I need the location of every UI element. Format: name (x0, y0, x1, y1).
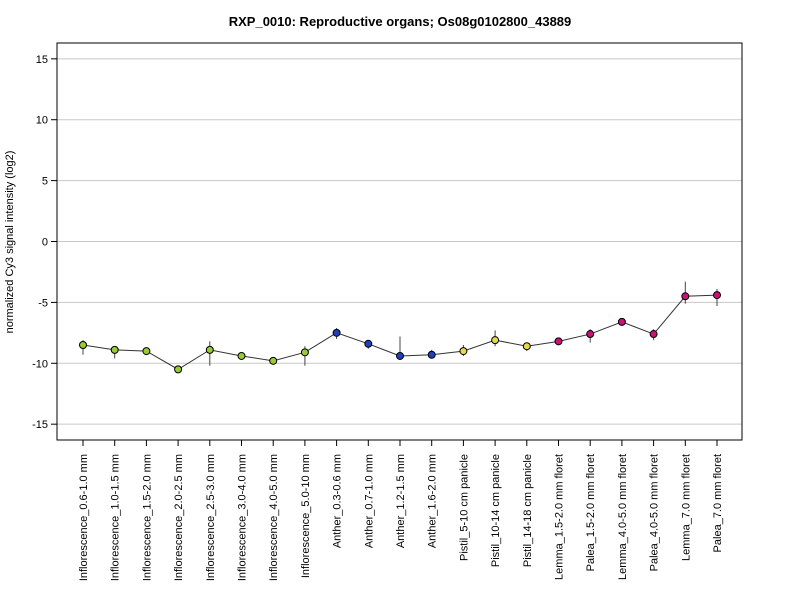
data-point (269, 356, 278, 365)
x-tick-label: Inflorescence_3.0-4.0 mm (237, 454, 249, 581)
x-tick-label: Palea_1.5-2.0 mm floret (585, 454, 597, 571)
x-tick-label: Lemma_1.5-2.0 mm floret (554, 454, 566, 580)
data-point (554, 337, 563, 346)
y-tick-label: 10 (36, 115, 48, 127)
x-tick-label: Palea_7.0 mm floret (712, 454, 724, 552)
data-point (459, 347, 468, 356)
y-axis: 15 10 5 0 -5 -10 -15 (32, 54, 57, 431)
data-point (681, 292, 690, 301)
x-tick-label: Anther_1.6-2.0 mm (427, 454, 439, 548)
data-point (205, 345, 214, 354)
gridlines (57, 58, 742, 425)
series-layer (79, 281, 721, 374)
x-axis: Inflorescence_0.6-1.0 mm Inflorescence_1.… (78, 440, 724, 581)
x-tick-label: Lemma_4.0-5.0 mm floret (617, 454, 629, 580)
y-tick-label: 0 (42, 237, 48, 249)
x-tick-label: Palea_4.0-5.0 mm floret (649, 454, 661, 571)
data-point (174, 365, 183, 374)
x-tick-label: Inflorescence_5.0-10 mm (300, 454, 312, 578)
x-tick-label: Pistil_10-14 cm panicle (490, 454, 502, 567)
data-point (364, 339, 373, 348)
data-point (649, 330, 658, 339)
x-tick-label: Anther_0.7-1.0 mm (363, 454, 375, 548)
x-tick-label: Inflorescence_2.0-2.5 mm (173, 454, 185, 581)
x-tick-label: Inflorescence_4.0-5.0 mm (268, 454, 280, 581)
y-tick-label: -15 (32, 419, 48, 431)
x-tick-label: Inflorescence_1.0-1.5 mm (110, 454, 122, 581)
data-point (522, 342, 531, 351)
data-point (142, 347, 151, 356)
data-point (300, 348, 309, 357)
x-tick-label: Pistil_5-10 cm panicle (458, 454, 470, 561)
x-tick-label: Inflorescence_2.5-3.0 mm (205, 454, 217, 581)
y-tick-label: 5 (42, 176, 48, 188)
data-point (427, 350, 436, 359)
data-point (79, 341, 87, 350)
y-tick-label: -5 (38, 297, 48, 309)
x-tick-label: Lemma_7.0 mm floret (680, 454, 692, 561)
data-point (237, 351, 246, 360)
y-tick-label: 15 (36, 54, 48, 66)
data-point (491, 336, 500, 345)
chart-title: RXP_0010: Reproductive organs; Os08g0102… (229, 14, 572, 29)
x-tick-label: Anther_0.3-0.6 mm (332, 454, 344, 548)
data-point (586, 330, 595, 339)
y-axis-label: normalized Cy3 signal intensity (log2) (4, 151, 16, 334)
x-tick-label: Inflorescence_1.5-2.0 mm (141, 454, 153, 581)
data-point (396, 351, 404, 360)
data-point (713, 291, 721, 300)
data-point (332, 328, 341, 337)
y-tick-label: -10 (32, 358, 48, 370)
data-point (617, 317, 626, 326)
x-tick-label: Inflorescence_0.6-1.0 mm (78, 454, 90, 581)
x-tick-label: Pistil_14-18 cm panicle (522, 454, 534, 567)
x-tick-label: Anther_1.2-1.5 mm (395, 454, 407, 548)
data-point (110, 345, 119, 354)
